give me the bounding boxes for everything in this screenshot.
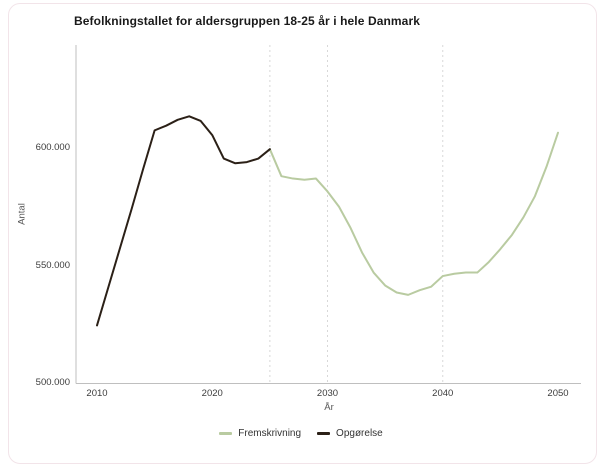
- x-tick-2020: 2020: [201, 388, 223, 399]
- legend-label-opgoerelse: Opgørelse: [336, 428, 383, 439]
- x-tick-2030: 2030: [316, 388, 339, 399]
- chart-card: [8, 3, 597, 464]
- legend-item-fremskrivning[interactable]: Fremskrivning: [219, 428, 301, 439]
- x-tick-2010: 2010: [86, 388, 108, 399]
- series-line-fremskrivning: [268, 131, 559, 296]
- y-tick-600000: 600.000: [35, 142, 70, 153]
- x-tick-2050: 2050: [547, 388, 569, 399]
- legend-item-opgoerelse[interactable]: Opgørelse: [317, 428, 383, 439]
- legend: Fremskrivning Opgørelse: [0, 428, 602, 439]
- series-line-opgrelse: [96, 115, 271, 327]
- legend-swatch-fremskrivning: [219, 432, 233, 435]
- y-axis-label: Antal: [16, 203, 28, 225]
- legend-swatch-opgoerelse: [317, 432, 331, 435]
- legend-label-fremskrivning: Fremskrivning: [238, 428, 302, 439]
- y-tick-500000: 500.000: [35, 377, 70, 388]
- chart-title: Befolkningstallet for aldersgruppen 18-2…: [74, 14, 421, 28]
- x-axis-label: År: [324, 402, 334, 413]
- x-tick-2040: 2040: [432, 388, 454, 399]
- y-tick-550000: 550.000: [35, 259, 70, 271]
